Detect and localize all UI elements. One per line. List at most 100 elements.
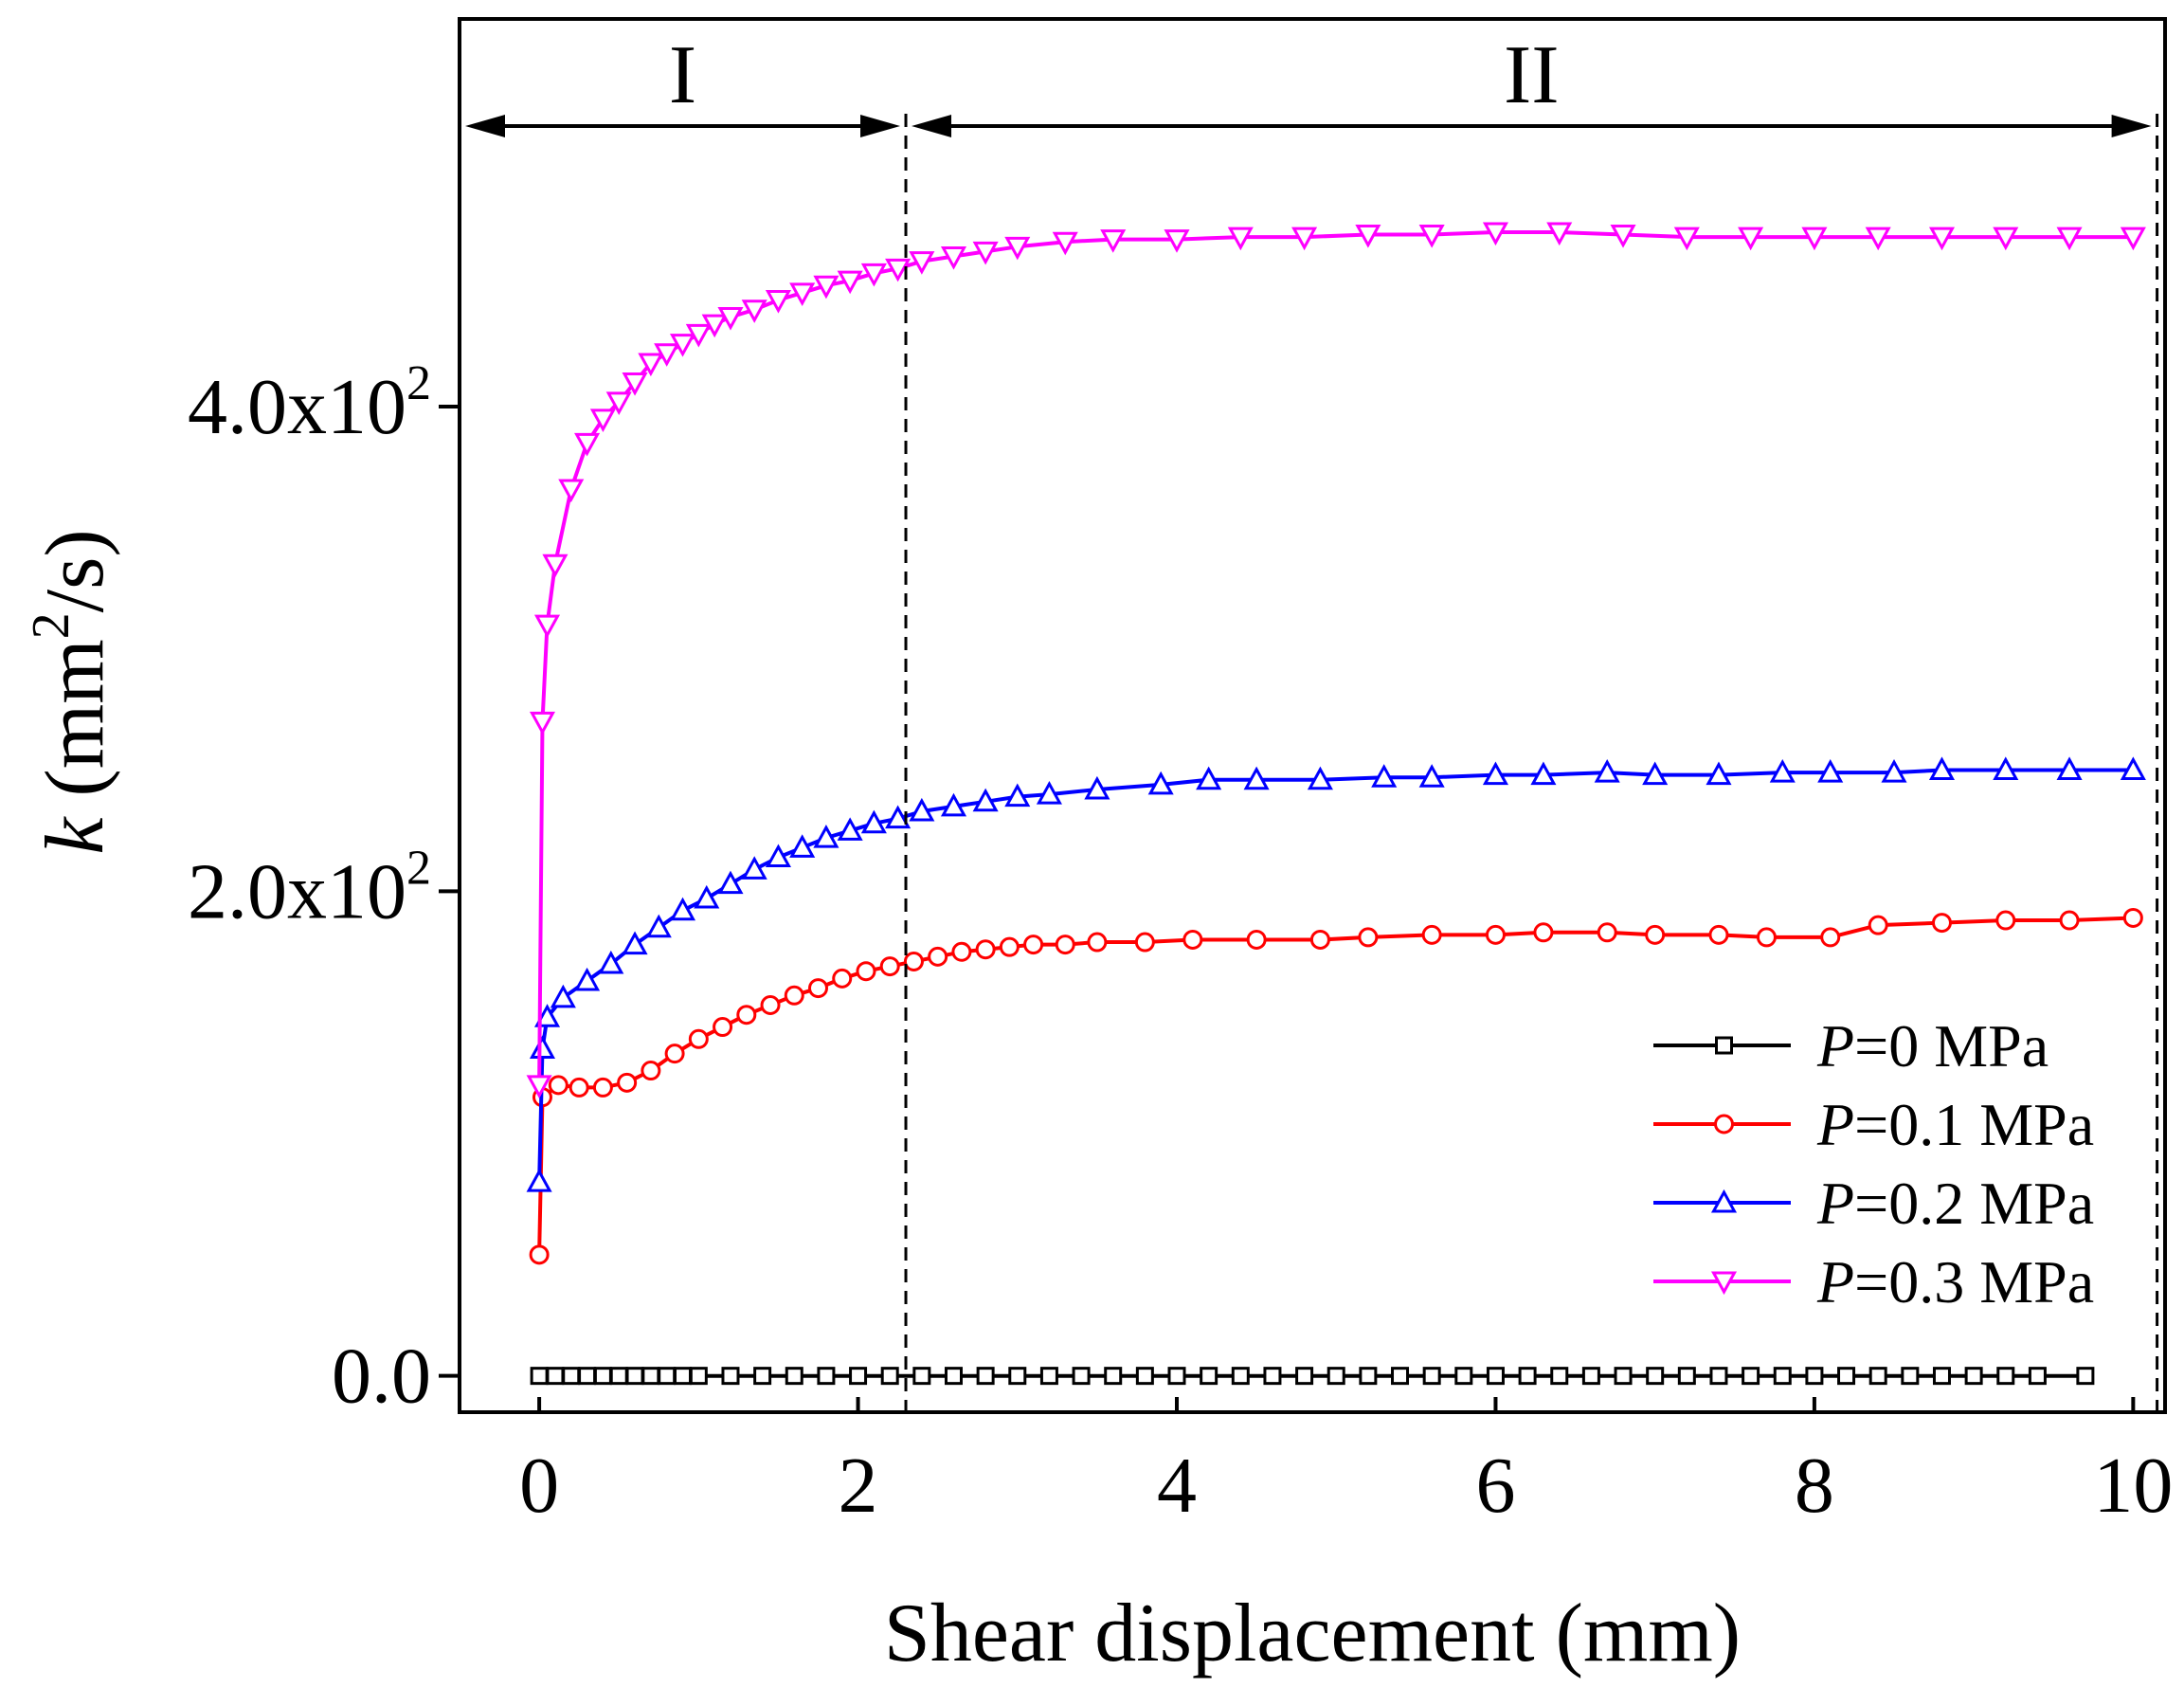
data-point [1196, 766, 1222, 790]
data-point [1309, 929, 1330, 950]
data-point [856, 961, 876, 982]
data-point [813, 275, 839, 299]
data-point [574, 967, 601, 991]
y-tick-label: 0.0 [332, 1333, 431, 1421]
data-point [1881, 758, 1907, 783]
data-point [593, 1367, 612, 1386]
data-point [736, 1005, 757, 1026]
data-point [1742, 1367, 1760, 1386]
data-point [760, 995, 781, 1016]
data-point [1243, 766, 1270, 790]
data-point [2056, 227, 2083, 251]
data-point [1597, 922, 1617, 943]
series-0 [530, 1367, 2095, 1386]
data-point [880, 1367, 899, 1386]
data-point [1004, 236, 1031, 261]
y-axis-title-unit-end: /s) [29, 529, 121, 612]
data-point [1164, 229, 1190, 253]
legend-label: P=0.1 MPa [1816, 1091, 2094, 1158]
data-point [1901, 1367, 1920, 1386]
data-point [1355, 225, 1381, 248]
data-point [622, 931, 648, 955]
data-point [609, 1367, 628, 1386]
series-3 [526, 222, 2146, 1098]
data-point [1964, 1367, 1983, 1386]
legend-label: P=0 MPa [1816, 1012, 2049, 1080]
data-point [2059, 910, 2080, 931]
region-label: II [1504, 29, 1560, 121]
data-point [533, 1004, 561, 1027]
data-point [589, 408, 616, 432]
data-point [1039, 1367, 1058, 1386]
data-point [669, 897, 696, 921]
data-point [1677, 1367, 1696, 1386]
data-point [1263, 1367, 1282, 1386]
data-point [1865, 227, 1891, 251]
data-point [765, 290, 791, 314]
data-point [1227, 227, 1254, 251]
data-point [1673, 227, 1700, 251]
y-axis-title-unit: (mm [29, 639, 121, 817]
data-point [1709, 1367, 1728, 1386]
data-point [2056, 756, 2083, 781]
data-point [912, 1367, 931, 1386]
data-point [1135, 1367, 1154, 1386]
data-point [669, 334, 696, 357]
region-arrow-head-left [465, 115, 505, 137]
data-point [548, 1075, 569, 1096]
data-point [1594, 758, 1620, 783]
data-point [1167, 1367, 1186, 1386]
data-point [817, 1367, 836, 1386]
data-point [713, 1017, 733, 1038]
y-axis-title: k (mm2/s) [22, 529, 121, 854]
data-point [849, 1367, 868, 1386]
data-point [1706, 761, 1732, 786]
data-point [1642, 761, 1669, 786]
data-point [641, 1367, 660, 1386]
legend-label-value: =0.3 MPa [1854, 1248, 2094, 1316]
data-point [785, 1367, 803, 1386]
data-point [685, 323, 712, 348]
data-point [1645, 924, 1666, 945]
data-point [784, 985, 804, 1006]
data-point [1421, 924, 1442, 945]
data-point [879, 956, 900, 977]
data-point [837, 270, 863, 295]
data-point [1371, 764, 1398, 788]
legend-label: P=0.3 MPa [1816, 1248, 2094, 1316]
data-point [2076, 1367, 2095, 1386]
data-point [530, 1367, 549, 1386]
data-point [645, 914, 672, 938]
data-point [1485, 924, 1506, 945]
data-point [1518, 1367, 1537, 1386]
data-point [533, 614, 561, 639]
data-point [562, 1367, 581, 1386]
data-point [1246, 929, 1267, 950]
data-point [885, 258, 912, 282]
data-point [1391, 1367, 1410, 1386]
data-point [1008, 1367, 1027, 1386]
data-point [622, 372, 648, 396]
region-arrow-head-left [912, 115, 952, 137]
y-axis-title-exponent: 2 [22, 612, 81, 639]
legend-marker [1710, 1271, 1738, 1296]
data-point [1868, 1367, 1887, 1386]
legend-item: P=0 MPa [1653, 1012, 2049, 1080]
data-point [741, 856, 767, 880]
data-point [638, 353, 664, 377]
data-point [1530, 761, 1557, 786]
legend-label-variable: P [1816, 1091, 1854, 1158]
legend-label-variable: P [1816, 1248, 1854, 1316]
region-label: I [669, 29, 696, 121]
x-tick-label: 0 [519, 1442, 559, 1530]
data-point [909, 251, 935, 275]
series-1 [529, 907, 2143, 1265]
data-point [1533, 922, 1554, 943]
data-point [1482, 761, 1508, 786]
data-point [658, 1367, 677, 1386]
data-point [641, 1061, 661, 1081]
